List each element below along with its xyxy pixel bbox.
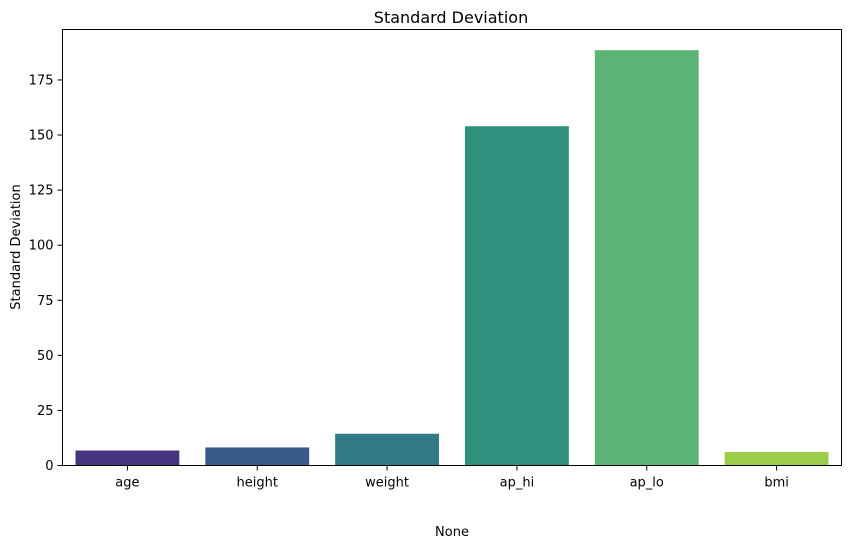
x-axis: age height weight ap_hi ap_lo bmi xyxy=(115,465,789,491)
x-tick-label: height xyxy=(237,476,278,491)
bars-group xyxy=(75,50,829,466)
x-axis-title: None xyxy=(435,525,469,540)
y-axis-title: Standard Deviation xyxy=(9,184,24,309)
bar-bmi xyxy=(724,452,829,466)
bar-weight xyxy=(335,433,440,466)
bar-age xyxy=(75,450,180,466)
x-tick-label: ap_lo xyxy=(630,476,664,491)
x-tick-label: weight xyxy=(365,476,409,491)
bar-ap_hi xyxy=(464,126,569,466)
y-tick-label: 150 xyxy=(29,129,54,144)
y-tick-label: 0 xyxy=(45,459,53,474)
y-tick-label: 175 xyxy=(29,73,54,88)
y-tick-label: 125 xyxy=(29,184,54,199)
x-tick-label: bmi xyxy=(764,476,789,491)
y-axis: 0 25 50 75 100 125 150 175 xyxy=(29,73,63,474)
bar-ap_lo xyxy=(594,50,699,466)
x-tick-label: age xyxy=(115,476,139,491)
bar-height xyxy=(205,447,310,466)
x-tick-label: ap_hi xyxy=(500,476,535,491)
y-tick-label: 50 xyxy=(37,349,54,364)
y-tick-label: 25 xyxy=(37,404,54,419)
plot-frame xyxy=(62,29,842,466)
chart-title: Standard Deviation xyxy=(374,8,528,27)
y-tick-label: 100 xyxy=(29,239,54,254)
y-tick-label: 75 xyxy=(37,294,54,309)
